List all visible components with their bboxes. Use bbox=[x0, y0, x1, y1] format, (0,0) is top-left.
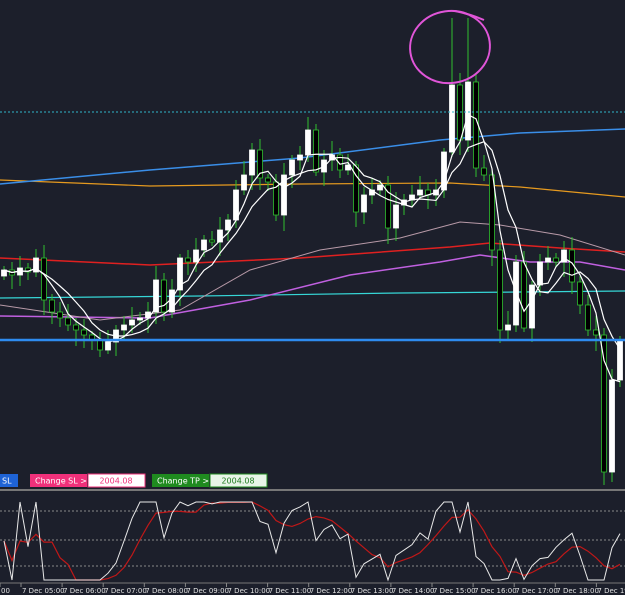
candle-body bbox=[545, 257, 551, 263]
candle-body bbox=[377, 184, 383, 191]
candle-body bbox=[553, 257, 559, 263]
time-label: 00 bbox=[1, 587, 10, 595]
candle-body bbox=[465, 81, 471, 141]
candle-body bbox=[609, 379, 615, 473]
change-sl-button[interactable] bbox=[30, 474, 87, 487]
candle-body bbox=[561, 249, 567, 263]
oscillator-panel bbox=[0, 501, 625, 582]
time-label: 7 Dec 08:00 bbox=[145, 587, 188, 595]
candle-body bbox=[521, 261, 527, 329]
candle-body bbox=[201, 239, 207, 251]
time-label: 7 Dec 17:00 bbox=[515, 587, 558, 595]
sl-value-field[interactable] bbox=[87, 473, 146, 488]
candle-body bbox=[185, 257, 191, 263]
time-label: 7 Dec 16:00 bbox=[474, 587, 517, 595]
candle-body bbox=[305, 129, 311, 156]
candle-body bbox=[41, 257, 47, 301]
moving-average bbox=[0, 128, 625, 185]
candle-body bbox=[361, 194, 367, 213]
time-label: 7 Dec 11:00 bbox=[269, 587, 312, 595]
candle-body bbox=[297, 154, 303, 161]
time-label: 7 Dec 13:00 bbox=[351, 587, 394, 595]
candle-body bbox=[153, 279, 159, 313]
candle-body bbox=[257, 149, 263, 179]
candle-body bbox=[177, 257, 183, 291]
time-label: 7 Dec 10:00 bbox=[228, 587, 271, 595]
time-label: 7 Dec 18:00 bbox=[556, 587, 599, 595]
candle-body bbox=[249, 149, 255, 176]
moving-average bbox=[3, 141, 621, 350]
candle-body bbox=[281, 174, 287, 216]
annotation-circle bbox=[409, 9, 491, 85]
time-label: 7 Dec 12:00 bbox=[310, 587, 353, 595]
annotation-stroke bbox=[454, 10, 485, 21]
candle-body bbox=[537, 261, 543, 286]
change-sl-label: Change SL >> bbox=[35, 477, 94, 486]
candle-body bbox=[65, 317, 71, 326]
candle-body bbox=[137, 317, 143, 321]
sl-button[interactable] bbox=[0, 474, 18, 487]
candle-body bbox=[73, 324, 79, 331]
change-tp-label: Change TP >> bbox=[157, 477, 216, 486]
candle-body bbox=[489, 174, 495, 251]
candle-body bbox=[481, 167, 487, 176]
candle-body bbox=[33, 257, 39, 273]
candle-body bbox=[313, 129, 319, 173]
candle-body bbox=[209, 239, 215, 243]
candle-body bbox=[513, 261, 519, 326]
signal-line bbox=[3, 501, 621, 581]
candle-body bbox=[529, 284, 535, 329]
candle-body bbox=[241, 174, 247, 191]
time-axis: 00 7 Dec 05:007 Dec 06:007 Dec 07:007 Dec… bbox=[0, 583, 625, 595]
candle-body bbox=[49, 299, 55, 313]
time-label: 7 Dec 15:00 bbox=[433, 587, 476, 595]
candle-body bbox=[497, 249, 503, 331]
candle-body bbox=[353, 164, 359, 213]
price-panel bbox=[0, 18, 625, 485]
candle-body bbox=[337, 154, 343, 171]
time-label: 7 Dec 05:00 bbox=[22, 587, 65, 595]
oscillator-line bbox=[3, 501, 621, 582]
change-tp-button[interactable] bbox=[152, 474, 209, 487]
candle-body bbox=[393, 204, 399, 229]
candle-body bbox=[505, 324, 511, 331]
sl-button-label: SL bbox=[2, 477, 12, 486]
time-label: 7 Dec 09:00 bbox=[186, 587, 229, 595]
candle-body bbox=[601, 334, 607, 473]
candle-body bbox=[129, 319, 135, 326]
time-label: 7 Dec 14:00 bbox=[392, 587, 435, 595]
candle-body bbox=[417, 189, 423, 196]
candle-body bbox=[217, 229, 223, 243]
moving-average bbox=[0, 290, 625, 299]
candle-body bbox=[385, 184, 391, 229]
sl-value: 2004.08 bbox=[99, 477, 132, 486]
candle-body bbox=[97, 339, 103, 351]
candle-body bbox=[57, 311, 63, 319]
tp-value: 2004.08 bbox=[221, 477, 254, 486]
candle-body bbox=[225, 219, 231, 231]
candle-body bbox=[289, 159, 295, 176]
candle-body bbox=[593, 329, 599, 336]
time-label: 7 Dec 07:00 bbox=[104, 587, 147, 595]
candle-body bbox=[81, 329, 87, 336]
time-label: 7 Dec 19:00 bbox=[597, 587, 625, 595]
moving-average bbox=[0, 179, 625, 198]
candle-body bbox=[449, 84, 455, 153]
candle-body bbox=[121, 324, 127, 331]
moving-average bbox=[0, 242, 625, 266]
time-label: 7 Dec 06:00 bbox=[63, 587, 106, 595]
candle-body bbox=[105, 341, 111, 351]
candle-body bbox=[577, 281, 583, 306]
candle-body bbox=[161, 279, 167, 313]
candle-body bbox=[193, 249, 199, 263]
tp-value-field[interactable] bbox=[209, 473, 268, 488]
candle-body bbox=[585, 304, 591, 331]
candle-body bbox=[265, 177, 271, 183]
